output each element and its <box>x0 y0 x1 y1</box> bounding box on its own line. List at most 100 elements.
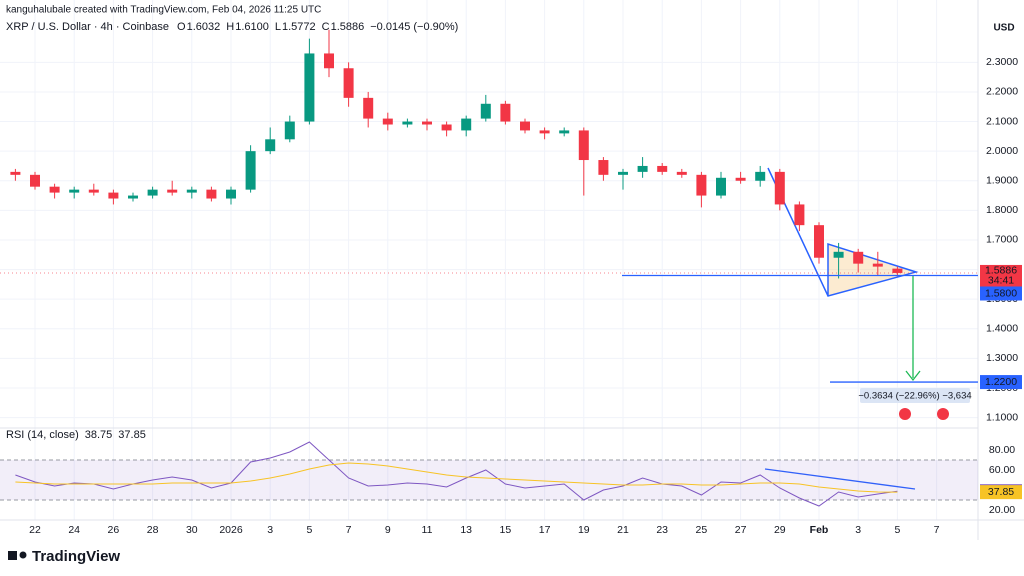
last-price-badge <box>980 264 1022 287</box>
level-label: 1.5800 <box>985 287 1017 299</box>
x-tick-label: Feb <box>810 524 829 536</box>
logo-mark <box>19 551 27 559</box>
candle-body <box>578 130 589 161</box>
x-tick-label: 3 <box>267 524 273 536</box>
legend-key: C <box>322 21 330 33</box>
candle-body <box>147 189 158 196</box>
candle-body <box>402 121 413 125</box>
candle-body <box>108 192 119 199</box>
y-tick-label: 80.00 <box>989 444 1015 456</box>
x-tick-label: 22 <box>29 524 41 536</box>
logo-mark <box>8 551 17 560</box>
legend-value: 1.5772 <box>282 21 316 33</box>
level-badge <box>980 375 1022 390</box>
candle-body <box>735 177 746 181</box>
rsi-title: RSI (14, close) <box>6 429 79 441</box>
candle-body <box>49 186 60 193</box>
candle-body <box>363 97 374 119</box>
candle-body <box>461 118 472 131</box>
triangle-pattern <box>767 167 919 297</box>
legend-value: 1.6032 <box>187 21 221 33</box>
brand-name: TradingView <box>32 548 120 565</box>
legend-value: 1.6100 <box>235 21 269 33</box>
x-tick-label: 25 <box>696 524 708 536</box>
brand: TradingView <box>8 548 120 565</box>
y-tick-label: 20.00 <box>989 504 1015 516</box>
candle-body <box>480 103 491 119</box>
candle-body <box>676 171 687 175</box>
candle-body <box>69 189 80 193</box>
candle-body <box>226 189 236 199</box>
candle-body <box>265 139 276 152</box>
x-tick-label: 2026 <box>219 524 243 536</box>
candle-body <box>186 189 197 193</box>
candle-body <box>167 189 178 193</box>
candle-body <box>206 189 217 199</box>
candle-body <box>30 174 40 187</box>
candle-body <box>500 103 511 122</box>
y-tick-label: 60.00 <box>989 464 1015 476</box>
level-badge <box>980 286 1022 301</box>
y-tick-label: 2.2000 <box>986 86 1018 98</box>
candle-body <box>343 68 354 98</box>
rsi-legend-value: 38.75 <box>85 429 113 441</box>
x-tick-label: 21 <box>617 524 629 536</box>
y-tick-label: 1.9000 <box>986 175 1018 187</box>
rsi-band <box>0 460 978 500</box>
candle-body <box>88 189 99 193</box>
candle-body <box>10 171 21 175</box>
candle-body <box>696 174 707 196</box>
candle-body <box>853 251 864 264</box>
x-tick-label: 28 <box>147 524 159 536</box>
y-tick-label: 2.3000 <box>986 56 1018 68</box>
y-tick-label: 1.8000 <box>986 204 1018 216</box>
candle-body <box>128 195 138 199</box>
x-tick-label: 7 <box>346 524 352 536</box>
candle-body <box>559 130 570 134</box>
x-tick-label: 7 <box>934 524 940 536</box>
y-tick-label: 1.1000 <box>986 411 1018 423</box>
candle-body <box>539 130 550 134</box>
x-tick-label: 26 <box>108 524 120 536</box>
candle-body <box>892 268 903 273</box>
icon <box>899 408 911 420</box>
candle-body <box>716 177 726 196</box>
rsi-axis-label: 37.85 <box>988 486 1014 498</box>
rsi-line <box>15 441 898 507</box>
symbol: XRP / U.S. Dollar · 4h · Coinbase <box>6 21 169 33</box>
credit: kanguhalubale created with TradingView.c… <box>6 5 321 16</box>
candle-body <box>755 171 766 181</box>
legend-key: H <box>226 21 234 33</box>
rsi-line <box>15 462 898 493</box>
countdown: 34:41 <box>988 275 1014 287</box>
x-tick-label: 19 <box>578 524 590 536</box>
y-tick-label: 2.0000 <box>986 145 1018 157</box>
x-tick-label: 3 <box>855 524 861 536</box>
rsi-axis-badge <box>980 485 1022 500</box>
y-tick-label: 1.7000 <box>986 234 1018 246</box>
candle-body <box>245 151 256 190</box>
icon <box>937 408 949 420</box>
legend-change: −0.0145 (−0.90%) <box>370 21 458 33</box>
last-price-label: 1.5886 <box>985 265 1017 277</box>
candle-body <box>833 251 844 258</box>
legend-key: L <box>275 21 281 33</box>
arrow-head <box>905 370 921 382</box>
candle-body <box>814 225 824 258</box>
measure-box <box>860 388 970 403</box>
legend-key: O <box>177 21 186 33</box>
currency-icons <box>899 408 949 420</box>
candle-body <box>774 171 785 205</box>
legend-value: 1.5886 <box>331 21 365 33</box>
x-tick-label: 9 <box>385 524 391 536</box>
x-tick-label: 15 <box>500 524 512 536</box>
candle-body <box>520 121 530 131</box>
x-tick-label: 5 <box>894 524 900 536</box>
candle-body <box>872 263 883 267</box>
level-label: 1.2200 <box>985 376 1017 388</box>
candle-body <box>598 160 609 175</box>
x-tick-label: 5 <box>306 524 312 536</box>
y-tick-label: 2.1000 <box>986 115 1018 127</box>
